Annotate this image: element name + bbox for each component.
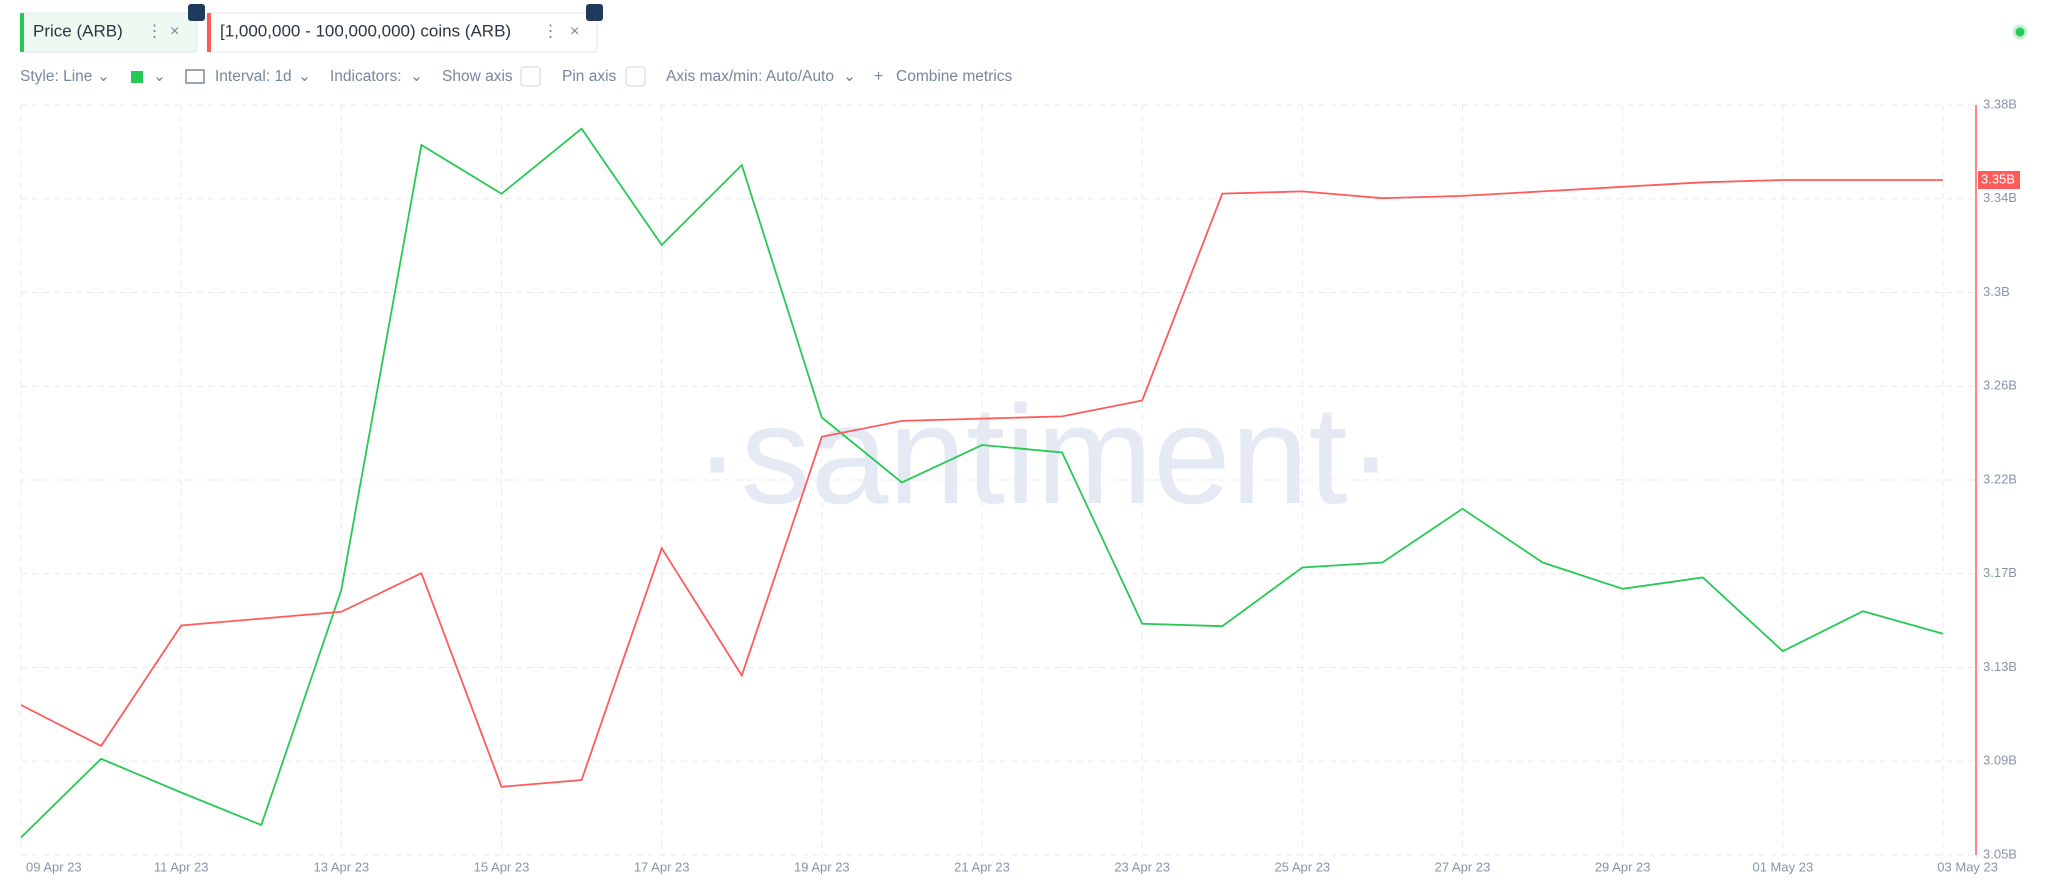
x-tick-label: 09 Apr 23 bbox=[26, 859, 82, 874]
y2-tick-label: 3.26B bbox=[1983, 378, 2017, 393]
x-tick-label: 27 Apr 23 bbox=[1435, 859, 1491, 874]
chevron: ⌄ bbox=[153, 68, 166, 85]
x-tick-label: 15 Apr 23 bbox=[474, 859, 530, 874]
style-menu[interactable]: Style: Line bbox=[20, 68, 92, 85]
interval-menu[interactable]: Interval: 1d bbox=[215, 68, 292, 85]
chip-color bbox=[20, 13, 24, 52]
x-tick-label: 11 Apr 23 bbox=[154, 859, 209, 874]
value-label-box bbox=[1978, 171, 2020, 189]
x-tick-label: 25 Apr 23 bbox=[1275, 859, 1331, 874]
x-tick-label: 19 Apr 23 bbox=[794, 859, 850, 874]
y2-tick-label: 3.34B bbox=[1983, 190, 2017, 205]
x-tick-label: 17 Apr 23 bbox=[634, 859, 690, 874]
x-tick-label: 23 Apr 23 bbox=[1114, 859, 1170, 874]
chip-color bbox=[207, 13, 211, 52]
y2-tick-label: 3.22B bbox=[1983, 471, 2017, 486]
y2-tick-label: 3.3B bbox=[1983, 284, 2010, 299]
chevron: ⌄ bbox=[298, 68, 311, 85]
x-tick-label: 21 Apr 23 bbox=[954, 859, 1010, 874]
indicators-menu[interactable]: Indicators: bbox=[330, 68, 402, 85]
series-line bbox=[20, 179, 1943, 788]
chevron: ⌄ bbox=[843, 68, 856, 85]
axis-minmax[interactable]: Axis max/min: Auto/Auto bbox=[666, 68, 834, 85]
project-icon bbox=[188, 4, 205, 21]
show-axis[interactable]: Show axis bbox=[442, 68, 513, 85]
y2-tick-label: 3.38B bbox=[1983, 96, 2017, 111]
value-label: 3.35B bbox=[1981, 171, 2015, 186]
y2-tick-label: 3.09B bbox=[1983, 753, 2017, 768]
menu-icon[interactable]: ⋮ bbox=[542, 21, 559, 40]
x-tick-label: 13 Apr 23 bbox=[314, 859, 370, 874]
close-icon[interactable]: × bbox=[570, 23, 579, 40]
combine-metrics[interactable]: Combine metrics bbox=[896, 68, 1013, 85]
close-icon[interactable]: × bbox=[170, 23, 179, 40]
series-line bbox=[20, 127, 1944, 839]
x-tick-label: 29 Apr 23 bbox=[1595, 859, 1651, 874]
legend-entry: Price (ARB) bbox=[33, 21, 123, 40]
checkbox[interactable] bbox=[520, 66, 541, 87]
x-tick-label: 01 May 23 bbox=[1752, 859, 1813, 874]
y2-tick-label: 3.05B bbox=[1983, 846, 2017, 861]
x-tick-label: 03 May 23 bbox=[1937, 859, 1998, 874]
menu-icon[interactable]: ⋮ bbox=[146, 21, 163, 40]
chevron: ⌄ bbox=[97, 68, 110, 85]
status-dot bbox=[2012, 24, 2028, 40]
y2-tick-label: 3.17B bbox=[1983, 565, 2017, 580]
plus-icon: + bbox=[874, 68, 883, 85]
project-icon bbox=[586, 4, 603, 21]
checkbox[interactable] bbox=[625, 66, 646, 87]
color-swatch[interactable] bbox=[131, 71, 143, 83]
pin-axis[interactable]: Pin axis bbox=[562, 68, 617, 85]
legend-entry: [1,000,000 - 100,000,000) coins (ARB) bbox=[220, 21, 511, 40]
y2-tick-label: 3.13B bbox=[1983, 659, 2017, 674]
interval-icon bbox=[185, 69, 205, 84]
watermark: ·santiment· bbox=[694, 376, 1394, 533]
chevron: ⌄ bbox=[410, 68, 423, 85]
